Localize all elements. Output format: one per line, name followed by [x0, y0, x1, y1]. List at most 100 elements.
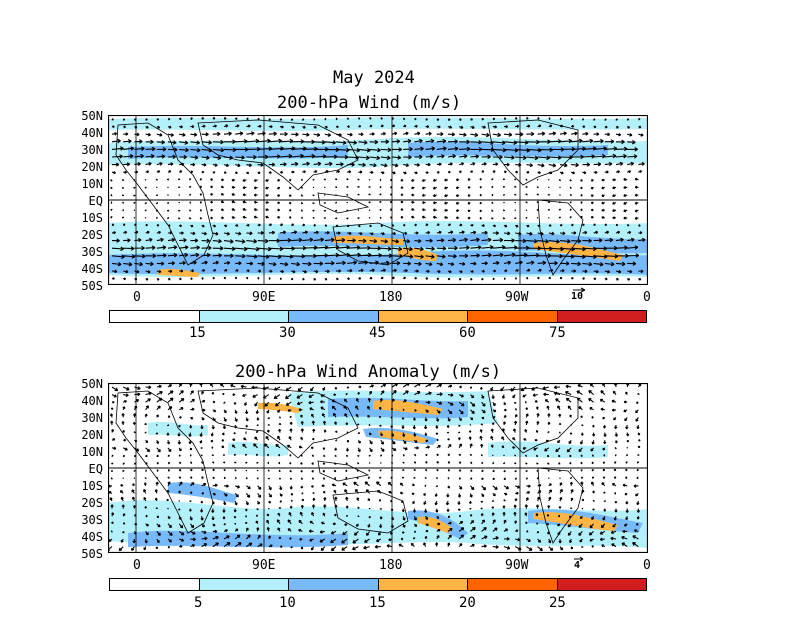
wind-vector [167, 406, 173, 411]
wind-vector [391, 447, 397, 452]
wind-vector [481, 485, 487, 491]
wind-vector [625, 476, 628, 480]
wind-vector [278, 416, 281, 419]
wind-vector [403, 447, 408, 451]
wind-vector [369, 384, 375, 388]
wind-vector [602, 461, 605, 465]
wind-vector [279, 125, 284, 129]
colorbar-swatch [110, 311, 200, 322]
wind-vector [356, 523, 359, 527]
wind-vector [330, 538, 337, 544]
wind-vector [212, 542, 219, 548]
wind-vector [535, 406, 539, 410]
wind-vector [289, 469, 292, 473]
wind-vector [221, 438, 225, 442]
wind-vector [398, 543, 404, 548]
wind-vector [414, 446, 419, 450]
wind-vector [425, 269, 430, 273]
wind-vector [235, 163, 241, 168]
wind-vector [414, 454, 417, 457]
wind-vector [268, 500, 271, 504]
wind-vector [480, 507, 483, 510]
wind-vector [380, 124, 384, 128]
wind-vector [167, 170, 172, 174]
wind-vector [253, 178, 258, 182]
wind-vector [525, 216, 528, 219]
wind-vector [244, 453, 248, 456]
wind-vector [414, 117, 417, 121]
wind-vector [503, 537, 510, 541]
wind-vector [156, 154, 166, 159]
wind-vector [458, 477, 462, 480]
wind-vector [568, 538, 573, 544]
wind-vector [513, 462, 517, 465]
wind-vector [189, 201, 192, 204]
wind-vector [123, 261, 133, 267]
wind-vector [457, 500, 461, 505]
wind-vector [458, 277, 462, 281]
wind-vector [627, 154, 638, 159]
wind-vector [167, 447, 172, 453]
wind-vector [580, 201, 583, 204]
wind-vector [559, 276, 563, 280]
wind-vector [132, 505, 136, 509]
wind-vector [627, 269, 633, 274]
wind-vector [400, 208, 404, 211]
wind-vector [257, 500, 260, 505]
wind-vector [621, 535, 628, 540]
wind-vector [512, 446, 516, 449]
lat-label: 10S [81, 479, 103, 493]
wind-vector [212, 231, 219, 236]
wind-vector [344, 413, 348, 418]
wind-vector [582, 125, 586, 129]
wind-vector [201, 238, 211, 244]
wind-vector [111, 138, 121, 144]
wind-vector [264, 401, 270, 407]
wind-vector [569, 186, 572, 189]
wind-vector [222, 461, 226, 464]
wind-vector [436, 438, 439, 442]
wind-vector [179, 224, 183, 228]
wind-vector [190, 468, 193, 472]
wind-vector [345, 469, 348, 473]
wind-vector [266, 513, 270, 517]
lat-label: 20N [81, 428, 103, 442]
wind-vector [490, 386, 494, 391]
wind-vector [481, 132, 490, 138]
wind-vector [220, 216, 224, 220]
wind-vector [425, 262, 433, 267]
wind-vector [313, 261, 324, 266]
wind-vector [459, 146, 471, 152]
wind-vector [492, 477, 495, 480]
wind-vector [380, 276, 384, 280]
wind-vector [299, 511, 303, 517]
wind-vector [504, 162, 510, 167]
wind-vector [492, 469, 495, 473]
wind-vector [614, 424, 618, 430]
wind-vector [447, 170, 451, 174]
wind-vector [635, 522, 639, 526]
wind-vector [223, 401, 226, 404]
wind-vector [615, 132, 622, 137]
wind-vector [526, 238, 538, 244]
wind-vector [425, 171, 429, 175]
wind-vector [302, 261, 312, 267]
wind-vector [603, 454, 606, 457]
wind-vector [446, 493, 450, 498]
wind-vector [223, 163, 229, 168]
wind-vector [447, 162, 453, 166]
wind-vector [122, 429, 125, 433]
wind-vector [132, 421, 136, 426]
wind-vector [133, 217, 136, 219]
wind-vector [626, 439, 629, 443]
wind-vector [447, 409, 453, 415]
wind-vector [253, 215, 258, 219]
wind-vector [380, 117, 383, 120]
wind-vector [557, 439, 561, 444]
colorbar-panel-1 [109, 310, 647, 323]
wind-vector [514, 470, 517, 473]
wind-vector [345, 462, 348, 465]
wind-vector [580, 481, 584, 486]
wind-vector [635, 409, 639, 414]
wind-vector [122, 513, 126, 517]
